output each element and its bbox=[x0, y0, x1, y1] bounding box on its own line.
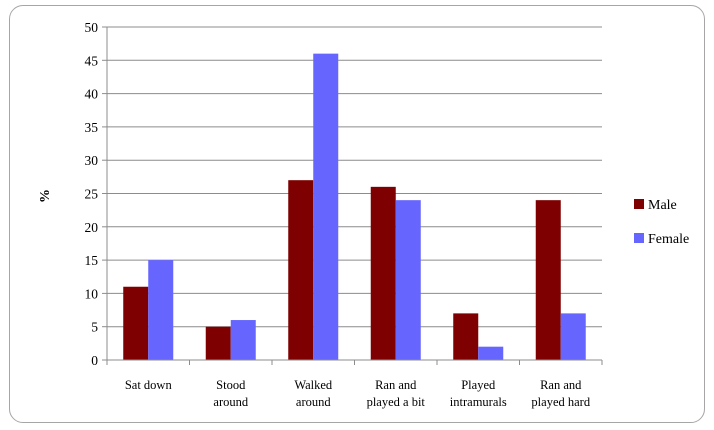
x-category-label: Sat down bbox=[125, 378, 173, 392]
legend-swatch-male bbox=[634, 199, 644, 209]
x-category-label: intramurals bbox=[450, 395, 507, 409]
x-category-label: Walked bbox=[294, 378, 333, 392]
y-tick-label: 0 bbox=[91, 353, 98, 368]
legend-label-male: Male bbox=[648, 198, 677, 213]
bar-female bbox=[230, 320, 256, 360]
x-category-label: around bbox=[296, 395, 331, 409]
x-category-label: played hard bbox=[531, 395, 590, 409]
y-tick-labels: 0 5 10 15 20 25 30 35 40 45 50 bbox=[85, 20, 99, 368]
legend-swatch-female bbox=[634, 233, 644, 243]
bar-male bbox=[535, 200, 561, 360]
bars bbox=[123, 53, 586, 360]
bar-male bbox=[288, 180, 314, 360]
bar-female bbox=[395, 200, 421, 360]
x-category-label: around bbox=[213, 395, 248, 409]
y-tick-label: 15 bbox=[85, 253, 99, 268]
bar-male bbox=[370, 186, 396, 360]
legend-label-female: Female bbox=[648, 232, 689, 247]
bar-female bbox=[313, 53, 339, 360]
axes bbox=[102, 26, 603, 365]
x-category-label: Played bbox=[461, 378, 496, 392]
y-tick-label: 45 bbox=[85, 53, 99, 68]
y-tick-label: 50 bbox=[85, 20, 99, 35]
x-category-label: Ran and bbox=[540, 378, 582, 392]
y-tick-label: 20 bbox=[85, 220, 99, 235]
bar-female bbox=[478, 346, 504, 360]
y-tick-label: 30 bbox=[85, 153, 99, 168]
y-tick-label: 25 bbox=[85, 187, 99, 202]
x-category-labels: Sat down Stood around Walked around Ran and pl… bbox=[125, 378, 591, 409]
y-tick-label: 35 bbox=[85, 120, 99, 135]
bar-male bbox=[205, 326, 231, 360]
bar-male bbox=[453, 313, 479, 360]
y-tick-label: 5 bbox=[91, 320, 98, 335]
bar-female bbox=[148, 260, 174, 360]
x-category-label: played a bit bbox=[367, 395, 426, 409]
y-axis-label: % bbox=[38, 189, 53, 203]
legend: Male Female bbox=[634, 198, 689, 247]
gridlines bbox=[107, 26, 602, 328]
bar-male bbox=[123, 286, 149, 360]
y-tick-label: 40 bbox=[85, 87, 99, 102]
x-category-label: Ran and bbox=[375, 378, 417, 392]
y-tick-label: 10 bbox=[85, 286, 99, 301]
bar-female bbox=[560, 313, 586, 360]
x-category-label: Stood bbox=[216, 378, 246, 392]
